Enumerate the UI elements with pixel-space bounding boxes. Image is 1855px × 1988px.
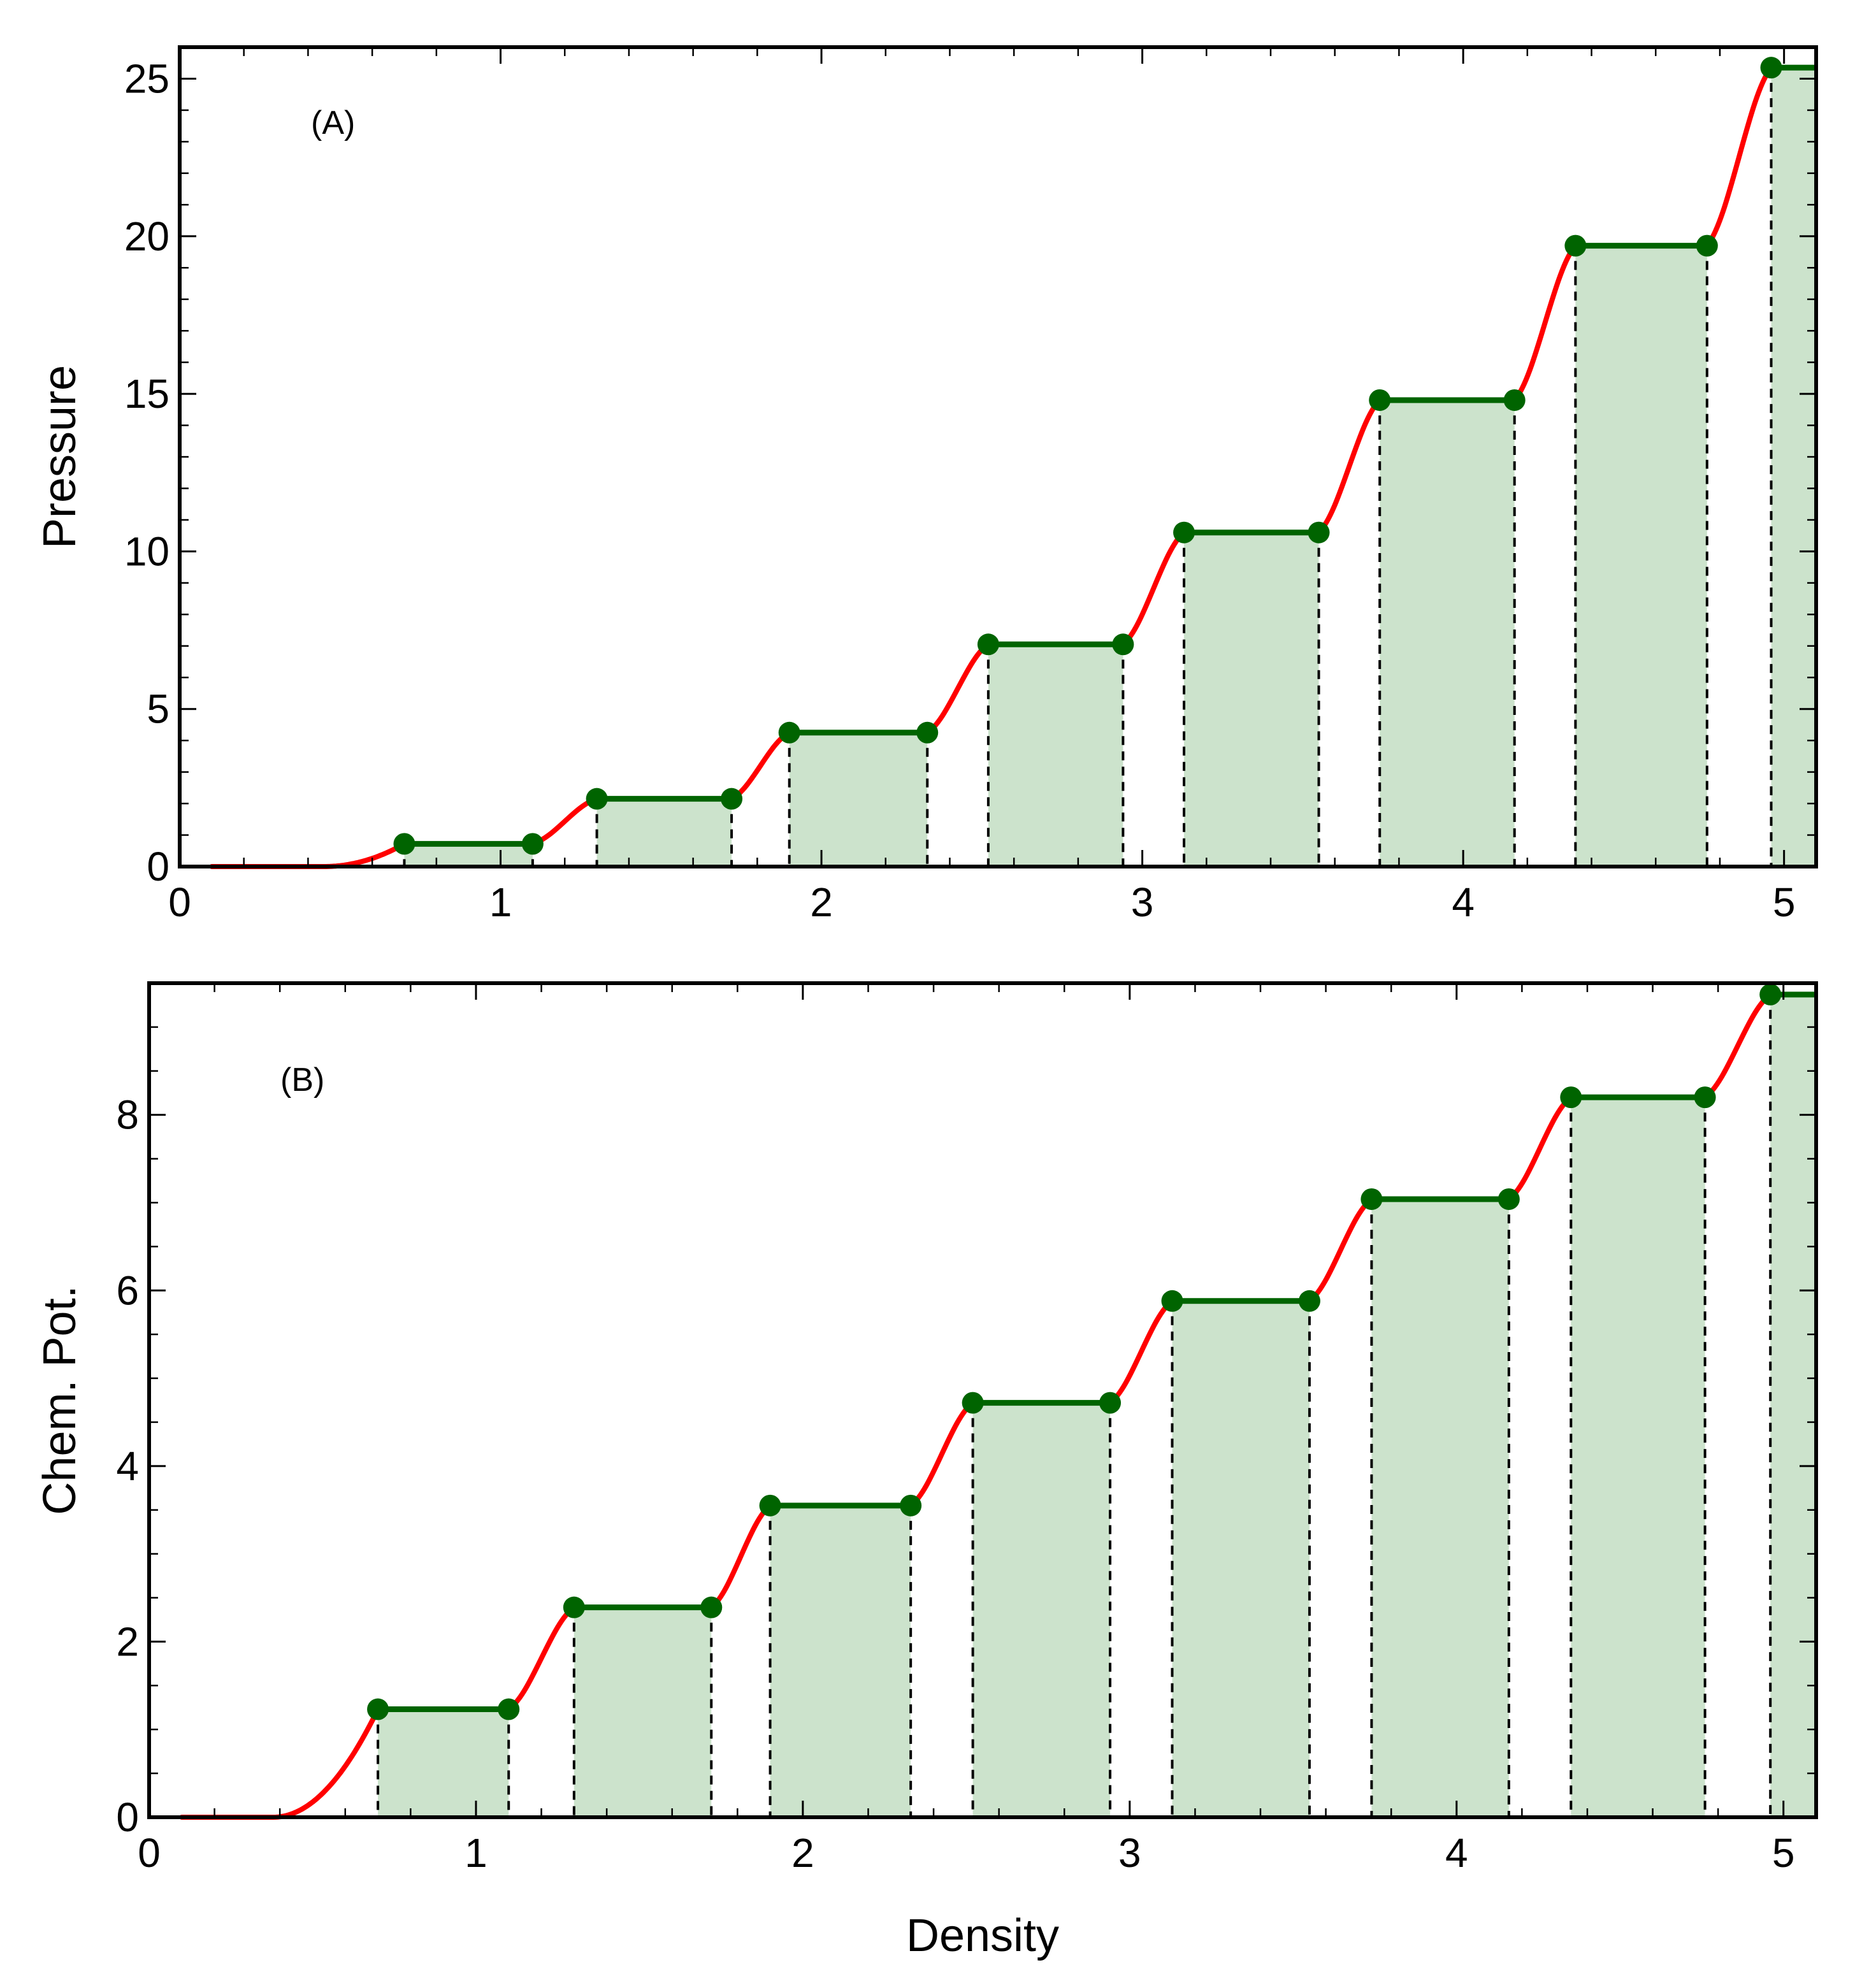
plateau-region-5 [1184, 532, 1319, 867]
x-tick-label: 4 [1445, 1830, 1468, 1876]
plateau-region-4 [972, 1402, 1111, 1817]
plateau-marker-3-start [759, 1494, 781, 1516]
plateau-region-2 [574, 1607, 712, 1817]
x-tick-label: 4 [1452, 879, 1475, 925]
x-tick-label: 0 [168, 879, 191, 925]
plateau-region-2 [596, 798, 732, 867]
chemical-potential-panel: 0 1 2 3 4 5 0 2 4 6 8 Chem. Pot. Density (B) [34, 981, 1818, 1961]
plateau-marker-3-end [900, 1494, 922, 1516]
plateau-marker-7-end [1694, 1086, 1716, 1109]
plateau-region-5 [1172, 1300, 1310, 1817]
x-tick-label: 2 [810, 879, 833, 925]
y-tick-label: 4 [116, 1443, 139, 1489]
y-tick-label: 8 [116, 1092, 139, 1138]
curve-rise-2 [729, 730, 792, 802]
plateau-region-6 [1380, 400, 1515, 867]
plateau-marker-7-start [1560, 1086, 1582, 1109]
curve-rise-6 [1512, 243, 1578, 403]
plateau-region-3 [789, 732, 928, 867]
plateau-marker-4-end [1112, 633, 1134, 656]
plateau-marker-2-start [563, 1596, 585, 1618]
x-tick-label: 0 [138, 1830, 161, 1876]
x-tick-label: 1 [489, 879, 512, 925]
x-axis-label: Density [906, 1910, 1059, 1961]
curve-onset [179, 1706, 381, 1820]
plateau-marker-6-end [1498, 1188, 1520, 1210]
plateau-marker-2-end [700, 1596, 723, 1618]
plateau-marker-7-start [1564, 234, 1587, 257]
panel-annotation: (B) [280, 1062, 324, 1098]
curve-rise-3 [908, 1400, 976, 1508]
pressure-panel: 0 1 2 3 4 5 0 5 10 15 20 25 Pressure (A) [34, 45, 1818, 925]
plateau-marker-6-end [1503, 389, 1526, 411]
y-tick-label: 5 [147, 686, 170, 732]
plateau-marker-1-end [498, 1698, 520, 1720]
x-tick-label: 2 [791, 1830, 814, 1876]
plateau-region-3 [770, 1505, 911, 1817]
x-tick-label: 1 [465, 1830, 487, 1876]
curve-rise-5 [1316, 397, 1383, 535]
plateau-marker-2-start [586, 788, 608, 810]
y-tick-label: 25 [124, 55, 170, 101]
y-tick-label: 0 [147, 844, 170, 890]
plateau-marker-1-end [521, 833, 544, 855]
plateau-marker-1-start [367, 1698, 389, 1720]
y-axis-label: Pressure [34, 365, 85, 549]
plateau-region-4 [988, 644, 1123, 867]
plateau-region-1 [378, 1709, 509, 1817]
plateau-marker-3-end [916, 721, 939, 744]
x-tick-label: 5 [1773, 879, 1796, 925]
curve-rise-2 [709, 1502, 773, 1610]
y-tick-label: 6 [116, 1267, 139, 1313]
y-axis-label: Chem. Pot. [34, 1285, 85, 1515]
axes-frame [147, 981, 1818, 1819]
x-tick-label: 3 [1118, 1830, 1141, 1876]
plateau-marker-6-start [1361, 1188, 1383, 1210]
curve-rise-7 [1702, 991, 1773, 1100]
plateau-region-8 [1770, 994, 1816, 1817]
plateau-region-8 [1771, 68, 1816, 867]
plateau-region-7 [1571, 1097, 1705, 1817]
plateau-marker-5-start [1173, 521, 1195, 544]
curve-rise-4 [1108, 1298, 1175, 1406]
x-tick-label: 5 [1772, 1830, 1795, 1876]
y-tick-label: 20 [124, 213, 170, 259]
curve-rise-6 [1506, 1095, 1574, 1202]
y-tick-label: 10 [124, 528, 170, 574]
plateau-marker-2-end [721, 788, 743, 810]
plateau-region-7 [1575, 245, 1707, 867]
plateau-marker-4-end [1099, 1392, 1122, 1414]
plateau-marker-7-end [1696, 234, 1718, 257]
plateau-marker-6-start [1369, 389, 1391, 411]
plateau-region-1 [404, 844, 533, 867]
curve-rise-1 [506, 1604, 577, 1712]
plateau-marker-5-end [1298, 1290, 1320, 1312]
curve-rise-4 [1120, 529, 1187, 647]
plateau-marker-5-end [1308, 521, 1330, 544]
curve-rise-3 [925, 642, 991, 735]
curve-rise-5 [1306, 1196, 1375, 1304]
plateau-marker-5-start [1161, 1290, 1183, 1312]
plateau-region-6 [1371, 1199, 1509, 1817]
y-tick-label: 15 [124, 371, 170, 417]
plateau-marker-4-start [977, 633, 999, 656]
curve-rise-7 [1704, 65, 1774, 248]
y-tick-label: 0 [116, 1794, 139, 1840]
y-tick-label: 2 [116, 1618, 139, 1664]
plateau-marker-1-start [393, 833, 415, 855]
plateau-marker-8-start [1759, 983, 1782, 1005]
curve-rise-1 [530, 796, 600, 847]
plateau-marker-4-start [962, 1392, 984, 1414]
panel-annotation: (A) [311, 104, 355, 141]
plateau-marker-8-start [1760, 57, 1782, 79]
plateau-marker-3-start [778, 721, 800, 744]
x-tick-label: 3 [1131, 879, 1154, 925]
